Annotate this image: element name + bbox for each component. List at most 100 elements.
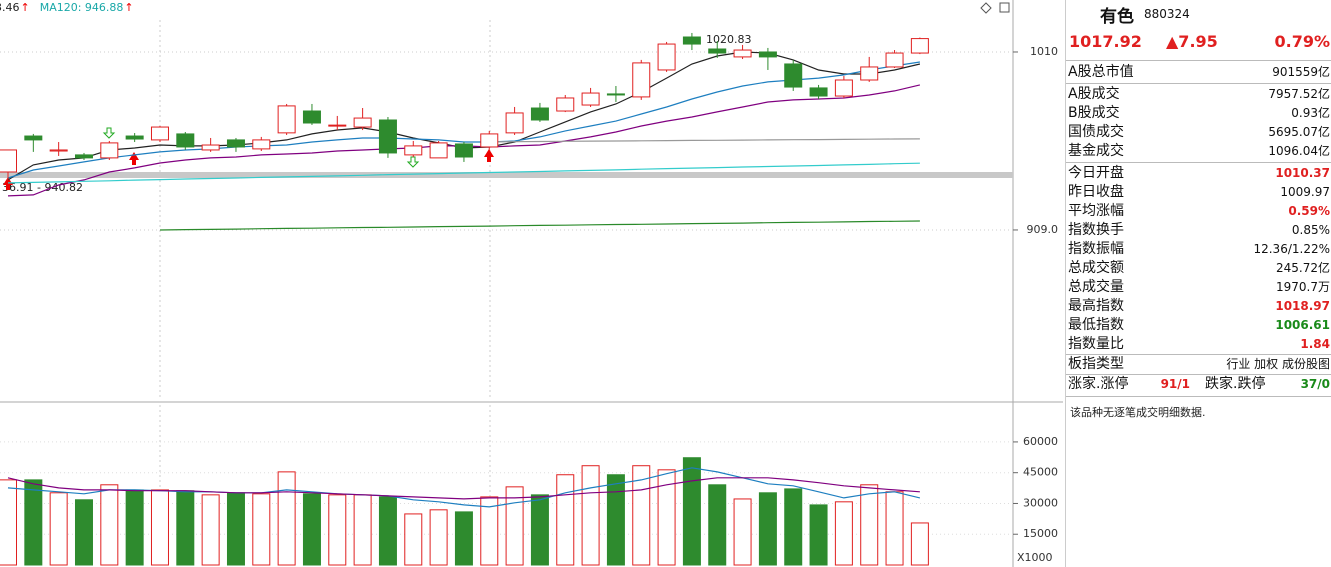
stat-label: 指数量比 (1068, 336, 1124, 352)
candle-body (809, 87, 828, 97)
volume-ma-line (7, 467, 921, 508)
volume-multiplier: X1000 (1017, 551, 1053, 564)
stat-label: A股总市值 (1068, 64, 1134, 80)
stat-value: 1009.97 (1280, 185, 1330, 199)
stat-value: 行业 加权 成份股图 (1226, 357, 1330, 371)
stat-row: 今日开盘 1010.37 (1068, 164, 1330, 183)
separator (1066, 162, 1331, 163)
stat-value: 1.84 (1300, 337, 1330, 351)
stat-label: 国债成交 (1068, 124, 1124, 140)
stat-row: 指数振幅 12.36/1.22% (1068, 240, 1330, 259)
candle-body (682, 36, 701, 45)
candle-body (429, 142, 448, 159)
volume-bar (49, 492, 68, 566)
volume-bar (682, 457, 701, 566)
stat-row: 平均涨幅 0.59% (1068, 202, 1330, 221)
volume-tick-label: 60000 (1023, 435, 1058, 448)
stat-label: 基金成交 (1068, 143, 1124, 159)
volume-bar (733, 498, 752, 566)
ma-line (489, 138, 920, 143)
volume-tick-label: 45000 (1023, 466, 1058, 479)
stat-label: 板指类型 (1068, 356, 1124, 372)
stat-label: 平均涨幅 (1068, 203, 1124, 219)
separator (1066, 374, 1331, 375)
volume-tick-label: 15000 (1023, 527, 1058, 540)
legend-arrow: ↑ (124, 1, 133, 14)
candle-body (74, 154, 93, 159)
candle-body (176, 133, 195, 148)
candle-body (0, 149, 17, 173)
volume-bar (581, 465, 600, 566)
icon-diamond[interactable] (980, 2, 992, 14)
band (0, 172, 1013, 178)
stat-row: B股成交 0.93亿 (1068, 104, 1330, 123)
candle-body (328, 124, 347, 127)
legend: 3.46↑MA120: 946.88↑ (0, 1, 134, 14)
candle-body (885, 52, 904, 68)
stat-label: B股成交 (1068, 105, 1120, 121)
candle-body (632, 62, 651, 98)
candle-body (201, 144, 220, 151)
ma-line (7, 162, 920, 184)
stat-row: 板指类型 行业 加权 成份股图 (1068, 355, 1330, 374)
quote-change: ▲7.95 (1166, 32, 1218, 51)
stat-label: 总成交量 (1068, 279, 1124, 295)
stat-row: 最低指数 1006.61 (1068, 316, 1330, 335)
stat-row: 指数换手 0.85% (1068, 221, 1330, 240)
breadth-row: 涨家.涨停 91/1 跌家.跌停 37/0 (1068, 375, 1330, 394)
stat-row: 最高指数 1018.97 (1068, 297, 1330, 316)
stat-value: 5695.07亿 (1268, 125, 1330, 139)
legend-label: 3.46 (0, 1, 20, 14)
candle-body (49, 149, 68, 152)
volume-bar (708, 484, 727, 566)
volume-ma-line (7, 477, 920, 500)
volume-bar (809, 504, 828, 566)
volume-bar (530, 494, 549, 566)
stat-row: 昨日收盘 1009.97 (1068, 183, 1330, 202)
stat-row: A股成交 7957.52亿 (1068, 85, 1330, 104)
stat-label: 最高指数 (1068, 298, 1124, 314)
volume-bar (606, 474, 625, 566)
volume-bar (150, 489, 169, 566)
volume-bar (0, 479, 17, 566)
stat-label: 今日开盘 (1068, 165, 1124, 181)
stat-row: 总成交量 1970.7万 (1068, 278, 1330, 297)
candle-body (378, 119, 397, 154)
volume-bar (252, 493, 271, 566)
stat-label: 总成交额 (1068, 260, 1124, 276)
separator (1066, 60, 1331, 61)
candle-body (505, 112, 524, 134)
icon-window[interactable] (999, 2, 1010, 13)
stat-row: 指数量比 1.84 (1068, 335, 1330, 354)
candle-body (277, 105, 296, 134)
volume-bar (302, 493, 321, 566)
stat-row: 基金成交 1096.04亿 (1068, 142, 1330, 161)
volume-bar (100, 484, 119, 566)
candle-body (404, 145, 423, 156)
stat-row: 国债成交 5695.07亿 (1068, 123, 1330, 142)
candle-body (556, 97, 575, 112)
volume-bar (226, 492, 245, 566)
volume-bar (784, 488, 803, 566)
candle-body (910, 38, 929, 54)
stat-label: 指数振幅 (1068, 241, 1124, 257)
stat-value: 1096.04亿 (1268, 144, 1330, 158)
stat-label: 指数换手 (1068, 222, 1124, 238)
breadth-up: 91/1 (1160, 377, 1190, 391)
stat-value: 1970.7万 (1276, 280, 1330, 294)
separator (1066, 354, 1331, 355)
quote-name: 有色 (1100, 7, 1134, 27)
quote-panel: 有色 880324 1017.92 ▲7.95 0.79% A股总市值 90155… (1065, 0, 1331, 567)
volume-bar (277, 471, 296, 566)
candle-body (302, 110, 321, 124)
candle-body (24, 135, 43, 141)
candle-body (784, 63, 803, 88)
chart: 3.46↑MA120: 946.88↑ 1020.83 36.91 - 940.… (0, 0, 1063, 567)
quote-change-pct: 0.79% (1274, 32, 1330, 51)
volume-bar (74, 499, 93, 566)
legend-label: MA120: 946.88 (40, 1, 124, 14)
candle-body (125, 135, 144, 140)
stat-label: A股成交 (1068, 86, 1120, 102)
candle-body (581, 92, 600, 106)
